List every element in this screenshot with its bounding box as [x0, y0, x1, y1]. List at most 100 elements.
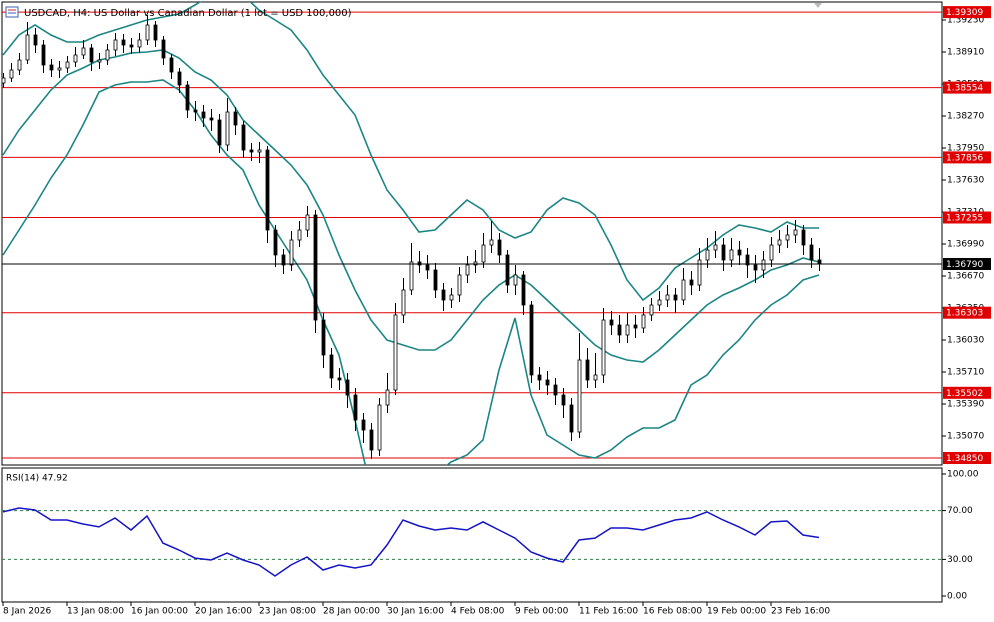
rsi-line [2, 507, 820, 577]
candle-body [665, 294, 670, 301]
candle-body [129, 44, 134, 48]
price-label-box [943, 452, 991, 464]
candle-body [545, 379, 550, 386]
y-tick-label: 100.00 [947, 469, 979, 479]
candle-body [745, 254, 750, 266]
candle-body [145, 24, 150, 41]
candle-body [105, 49, 110, 61]
candle-body [169, 57, 174, 73]
candle-body [161, 39, 166, 59]
candle-body [433, 269, 438, 291]
candle-body [193, 109, 198, 113]
candle-body [609, 319, 614, 326]
rsi-panel-frame [1, 467, 943, 603]
x-tick-label: 23 Feb 16:00 [771, 607, 830, 617]
candle-body [25, 34, 30, 61]
price-label: 1.36790 [946, 260, 983, 270]
candle-body [121, 39, 126, 46]
x-tick-label: 8 Jan 2026 [3, 607, 51, 617]
candle-body [97, 59, 102, 63]
candle-body [321, 319, 326, 356]
candle-body [713, 244, 718, 251]
candle-body [265, 149, 270, 231]
candle-body [9, 69, 14, 79]
candle-body [457, 274, 462, 296]
candle-body [305, 214, 310, 231]
candle-body [737, 249, 742, 256]
candle-body [113, 39, 118, 51]
x-tick-label: 19 Feb 00:00 [707, 607, 766, 617]
candle-body [65, 61, 70, 69]
candle-body [289, 239, 294, 266]
candle-body [137, 39, 142, 48]
candle-body [385, 389, 390, 406]
price-label: 1.39309 [946, 8, 983, 18]
x-tick-label: 11 Feb 16:00 [579, 607, 638, 617]
x-tick-label: 23 Jan 08:00 [259, 607, 316, 617]
candle-body [241, 124, 246, 151]
candle-body [761, 259, 766, 271]
candle-body [625, 324, 630, 336]
candle-body [641, 314, 646, 329]
candle-body [593, 374, 598, 381]
candle-body [313, 214, 318, 321]
x-tick-label: 20 Jan 16:00 [195, 607, 252, 617]
x-tick-label: 28 Jan 00:00 [323, 607, 380, 617]
candle-body [249, 149, 254, 153]
price-label-box [943, 6, 991, 19]
candle-body [649, 304, 654, 316]
price-label: 1.37856 [946, 153, 983, 163]
candle-body [273, 229, 278, 256]
candle-body [785, 234, 790, 241]
candle-body [521, 274, 526, 306]
y-tick-label: 0.00 [947, 592, 967, 602]
candle-body [777, 239, 782, 246]
candle-body [201, 111, 206, 119]
candle-body [17, 59, 22, 71]
price-label-box [943, 151, 991, 164]
candle-body [49, 64, 54, 71]
candle-body [377, 404, 382, 451]
main-panel-frame [1, 1, 943, 466]
candle-body [441, 289, 446, 301]
candle-body [57, 67, 62, 71]
candle-body [681, 279, 686, 301]
shift-marker [814, 3, 822, 8]
candle-body [281, 254, 286, 266]
candle-body [257, 149, 262, 153]
candle-body [801, 229, 806, 246]
candle-body [505, 254, 510, 286]
candle-body [217, 119, 222, 146]
candle-body [1, 77, 6, 84]
candle-body [345, 379, 350, 396]
candle-body [209, 117, 214, 121]
candle-body [537, 374, 542, 381]
y-tick-label: 30.00 [947, 555, 973, 565]
candle-body [529, 304, 534, 376]
candle-body [569, 404, 574, 433]
x-tick-label: 16 Feb 08:00 [643, 607, 702, 617]
y-tick-label: 1.35710 [947, 368, 984, 378]
chart-title: USDCAD, H4: US Dollar vs Canadian Dollar… [24, 8, 352, 19]
price-label: 1.38554 [946, 84, 983, 94]
candle-body [465, 264, 470, 276]
candle-body [697, 259, 702, 286]
candle-body [729, 249, 734, 261]
candle-body [449, 294, 454, 301]
y-tick-label: 1.36670 [947, 272, 984, 282]
candle-body [721, 244, 726, 261]
y-tick-label: 1.35390 [947, 400, 984, 410]
candle-body [673, 294, 678, 301]
candle-body [705, 249, 710, 261]
candle-body [617, 324, 622, 336]
candle-body [561, 394, 566, 406]
price-label: 1.35502 [946, 389, 983, 399]
price-label: 1.34850 [946, 454, 983, 464]
candle-body [89, 47, 94, 63]
y-tick-label: 1.37630 [947, 176, 984, 186]
y-tick-label: 1.35070 [947, 432, 984, 442]
candle-body [409, 261, 414, 291]
candle-body [337, 377, 342, 381]
